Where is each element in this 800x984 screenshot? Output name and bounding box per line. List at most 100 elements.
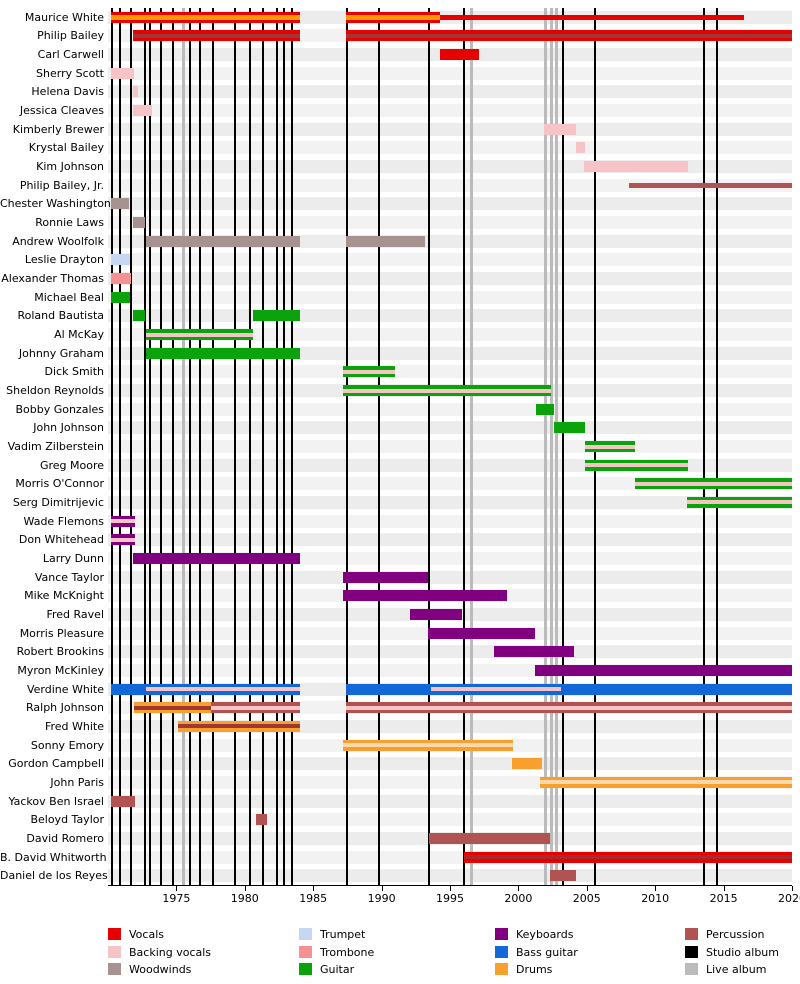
legend-swatch [495,946,508,958]
timeline-bar [544,123,576,135]
timeline-bar [146,347,300,359]
legend-label: Drums [516,963,553,976]
row-band [108,421,792,435]
timeline-bar [511,758,542,770]
x-axis-tick-label: 2005 [572,892,601,906]
timeline-bar [132,217,145,229]
member-name-label: Daniel de los Reyes [0,869,108,883]
legend-item: Vocals [108,927,288,941]
member-name-label: Michael Beal [34,290,104,304]
member-name-label: Al McKay [54,328,104,342]
legend-item: Bass guitar [495,945,675,959]
legend-swatch [495,928,508,940]
member-name-label: Ronnie Laws [35,216,104,230]
timeline-bar [440,49,479,61]
studio-album-line [261,8,264,886]
timeline-bar-stripe [110,537,136,542]
timeline-bar [110,273,132,285]
timeline-bar [110,795,136,807]
timeline-plot-area: Maurice White Philip Bailey Carl Carwell Sh… [0,8,792,886]
legend-label: Guitar [320,963,355,976]
timeline-bar-stripe [346,14,441,20]
member-name-label: Sonny Emory [30,738,104,752]
member-name-label: Wade Flemons [23,514,104,528]
member-name-label: Andrew Woolfolk [12,234,104,248]
legend-swatch [299,963,312,975]
live-album-line [470,8,474,886]
x-axis-tick [244,886,246,892]
x-axis-tick-label: 1985 [299,892,328,906]
legend-label: Trombone [320,946,375,959]
row-band [108,216,792,230]
legend-swatch [495,963,508,975]
legend-item: Live album [685,962,800,976]
row-band [108,85,792,99]
row-band [108,813,792,827]
studio-album-line [171,8,174,886]
timeline-bar [146,235,300,247]
studio-album-line [249,8,252,886]
member-name-label: Verdine White [26,682,104,696]
timeline-bar [410,608,463,620]
row-band [108,253,792,267]
member-name-label: Sheldon Reynolds [6,384,104,398]
timeline-bar [346,683,792,695]
x-axis-tick [586,886,588,892]
x-axis-tick-label: 1995 [436,892,464,906]
timeline-bar [584,161,689,173]
member-name-label: Jessica Cleaves [19,104,104,118]
legend-item: Keyboards [495,927,675,941]
studio-album-line [346,8,349,886]
studio-album-line [212,8,215,886]
row-band [108,197,792,211]
legend-label: Bass guitar [516,946,578,959]
live-album-line [544,8,548,886]
row-band [108,365,792,379]
timeline-bar-stripe [133,705,211,710]
x-axis-tick-label: 2010 [641,892,670,906]
legend-label: Studio album [706,946,779,959]
member-name-label: Serg Dimitrijevic [12,495,104,509]
legend-item: Drums [495,962,675,976]
x-axis-tick [176,886,178,892]
member-name-label: Kim Johnson [36,160,104,174]
legend-swatch [108,928,121,940]
studio-album-line [290,8,293,886]
x-axis-tick [381,886,383,892]
studio-album-line [428,8,431,886]
timeline-bar [534,664,792,676]
live-album-line [181,8,185,886]
studio-album-line [462,8,465,886]
legend-label: Woodwinds [129,963,192,976]
legend-swatch [108,946,121,958]
studio-album-line [234,8,237,886]
timeline-bar [110,198,129,210]
legend-swatch [299,946,312,958]
row-band [108,533,792,547]
timeline-bar [132,86,139,98]
timeline-bar-stripe [346,33,792,38]
x-axis-tick [313,886,315,892]
member-name-label: Krystal Bailey [28,141,104,155]
timeline-bar [110,291,130,303]
timeline-bar-stripe [540,780,792,785]
member-name-label: Helena Davis [31,85,104,99]
member-name-label: Leslie Drayton [24,253,104,267]
legend-swatch [685,946,698,958]
row-band [108,402,792,416]
studio-album-line [149,8,152,886]
live-album-line [554,8,558,886]
member-name-label: Morris Pleasure [19,626,104,640]
row-band [108,570,792,584]
row-band [108,104,792,118]
member-name-label: Maurice White [24,10,104,24]
legend-swatch [685,928,698,940]
legend-item: Percussion [685,927,800,941]
legend-item: Guitar [299,962,479,976]
timeline-bar [440,14,745,20]
timeline-bar [343,590,508,602]
member-name-label: Johnny Graham [18,346,104,360]
member-name-label: Morris O'Connor [15,477,104,491]
timeline-bar [132,552,300,564]
